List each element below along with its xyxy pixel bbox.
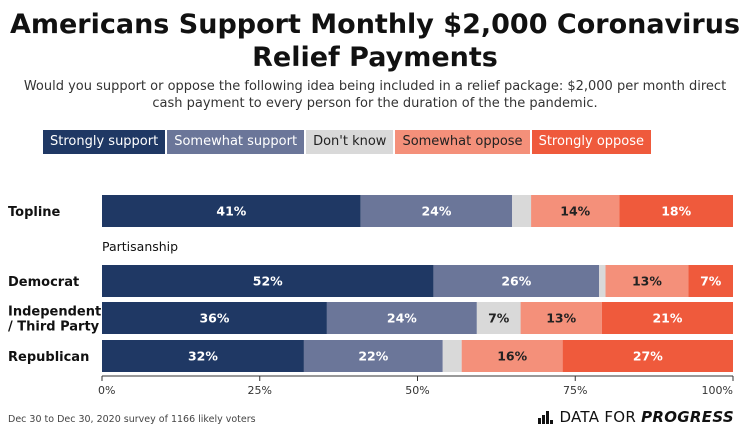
- bar-topline-2: [512, 195, 532, 227]
- brand-logo: DATA FOR PROGRESS: [538, 408, 734, 426]
- bar-topline-1: [360, 195, 513, 227]
- bar-republican-1: [303, 340, 443, 372]
- data-label: 24%: [421, 204, 451, 219]
- data-label: 24%: [387, 311, 417, 326]
- chart-title-line-2: Relief Payments: [252, 42, 498, 73]
- data-label: 52%: [253, 274, 283, 289]
- x-tick-label: 100%: [702, 384, 733, 397]
- data-label: 21%: [652, 311, 682, 326]
- data-label: 36%: [199, 311, 229, 326]
- bar-republican-2: [442, 340, 462, 372]
- legend-item-strongly-oppose: Strongly oppose: [531, 130, 652, 154]
- bar-democrat-1: [433, 265, 600, 297]
- bar-republican-4: [562, 340, 733, 372]
- data-label: 13%: [546, 311, 576, 326]
- bar-republican-3: [461, 340, 563, 372]
- brand-text-data-for: DATA FOR: [559, 408, 637, 426]
- data-label: 14%: [560, 204, 590, 219]
- bar-republican-0: [102, 340, 304, 372]
- x-tick-label: 75%: [563, 384, 587, 397]
- legend-item-strongly-support: Strongly support: [43, 130, 166, 154]
- bar-independent-third-party-1: [326, 302, 477, 334]
- legend-item-don-t-know: Don't know: [306, 130, 394, 154]
- category-label: Topline: [8, 205, 61, 220]
- bar-independent-third-party-4: [601, 302, 733, 334]
- bar-topline-4: [619, 195, 733, 227]
- data-label: 22%: [358, 349, 388, 364]
- chart-subtitle: Would you support or oppose the followin…: [23, 79, 727, 111]
- data-label: 16%: [497, 349, 527, 364]
- x-tick-label: 50%: [405, 384, 429, 397]
- bar-democrat-4: [688, 265, 733, 297]
- bar-democrat-3: [605, 265, 689, 297]
- data-label: 41%: [216, 204, 246, 219]
- category-label: Republican: [8, 350, 89, 365]
- bar-democrat-2: [599, 265, 606, 297]
- category-label: Democrat: [8, 275, 79, 290]
- bar-independent-third-party-2: [476, 302, 521, 334]
- data-label: 32%: [188, 349, 218, 364]
- bar-independent-third-party-0: [102, 302, 327, 334]
- category-label: Independent: [8, 305, 101, 320]
- chart-title: Americans Support Monthly $2,000 Coronav…: [0, 8, 750, 74]
- legend-item-somewhat-support: Somewhat support: [167, 130, 305, 154]
- bar-topline-3: [531, 195, 620, 227]
- data-label: 7%: [700, 274, 722, 289]
- bar-chart-icon: [538, 410, 554, 424]
- bar-independent-third-party-3: [520, 302, 602, 334]
- data-label: 27%: [633, 349, 663, 364]
- x-tick-label: 0%: [98, 384, 115, 397]
- bar-topline-0: [102, 195, 361, 227]
- chart-title-line-1: Americans Support Monthly $2,000 Coronav…: [9, 9, 741, 40]
- survey-footnote: Dec 30 to Dec 30, 2020 survey of 1166 li…: [8, 414, 256, 425]
- bar-democrat-0: [102, 265, 434, 297]
- x-tick-label: 25%: [248, 384, 272, 397]
- chart-legend: Strongly support Somewhat support Don't kn…: [43, 130, 652, 154]
- data-label: 13%: [632, 274, 662, 289]
- group-label-partisanship: Partisanship: [102, 239, 178, 254]
- category-label: / Third Party: [8, 320, 100, 335]
- data-label: 18%: [661, 204, 691, 219]
- data-label: 26%: [501, 274, 531, 289]
- legend-item-somewhat-oppose: Somewhat oppose: [395, 130, 530, 154]
- data-label: 7%: [488, 311, 510, 326]
- brand-text-progress: PROGRESS: [641, 408, 734, 426]
